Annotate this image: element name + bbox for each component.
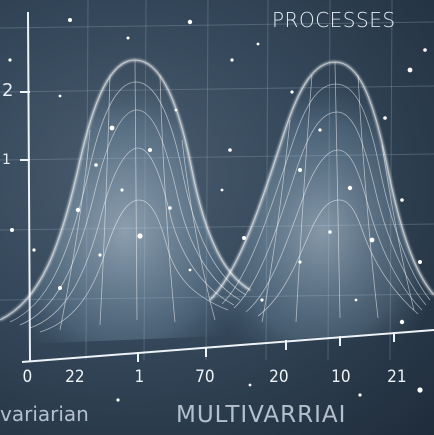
sparkle-dots xyxy=(8,18,427,402)
chart-title: PROCESSES xyxy=(272,8,396,32)
x-tick-label: 21 xyxy=(387,367,407,387)
x-tick-label: 0 xyxy=(22,367,33,387)
y-label-top: 2 xyxy=(2,80,14,101)
x-tick-label: 20 xyxy=(269,367,289,387)
y-label-mid: 1 xyxy=(2,152,11,168)
curve-outlines xyxy=(0,59,434,321)
bottom-text-right: MULTIVARRIAI xyxy=(176,402,347,428)
x-tick-label: 10 xyxy=(331,367,351,387)
right-bell-curve-fill xyxy=(210,62,434,345)
x-tick-label: 22 xyxy=(65,367,85,387)
bottom-text-left: variarian xyxy=(0,402,89,426)
x-tick-label: 70 xyxy=(195,367,215,387)
x-tick-label: 1 xyxy=(134,367,145,387)
left-bell-curve-fill xyxy=(0,60,250,345)
